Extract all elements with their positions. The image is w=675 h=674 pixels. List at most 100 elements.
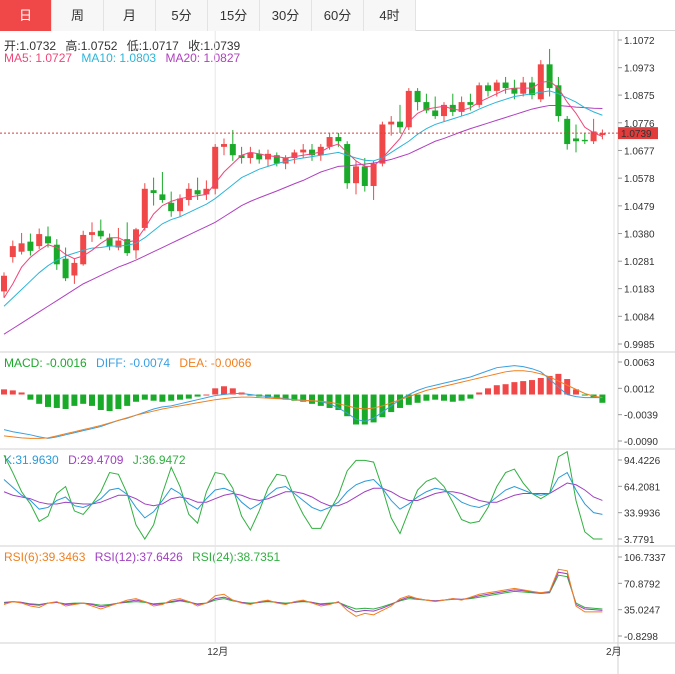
macd-bar: [309, 394, 315, 404]
macd-bar: [282, 394, 289, 400]
macd-bar: [581, 394, 588, 396]
macd-bar: [18, 392, 25, 395]
candle-body: [229, 144, 236, 156]
candle-body: [344, 144, 351, 184]
candle-body: [27, 241, 34, 251]
candle-body: [106, 237, 113, 247]
macd-axis-tick-label: 0.0063: [624, 358, 655, 369]
macd-bar: [573, 389, 579, 395]
candle-body: [423, 102, 430, 111]
candle-body: [168, 202, 175, 212]
candle-body: [414, 90, 421, 103]
tab-5min[interactable]: 5分: [156, 0, 208, 31]
candle-body: [581, 139, 588, 142]
legend-ma10: MA10: 1.0803: [81, 51, 157, 65]
legend-low: 低:1.0717: [126, 39, 179, 53]
legend-ma20: MA20: 1.0827: [165, 51, 241, 65]
macd-bar: [53, 394, 60, 408]
candle-body: [203, 188, 210, 195]
candle-body: [397, 121, 403, 128]
macd-axis-tick-label: 0.0012: [624, 384, 655, 395]
macd-bar: [185, 394, 192, 399]
legend-d: D:29.4709: [68, 453, 124, 467]
rsi-axis-tick-label: 35.0247: [624, 606, 661, 617]
candle-body: [97, 230, 104, 237]
tab-4hour[interactable]: 4时: [364, 0, 416, 31]
ma5-line: [3, 80, 603, 299]
candle-body: [89, 232, 95, 235]
macd-bar: [449, 394, 456, 402]
candle-body: [573, 138, 579, 142]
rsi-axis-tick-label: 106.7337: [624, 553, 666, 564]
candle-body: [124, 239, 131, 254]
candle-body: [467, 102, 474, 105]
macd-bar: [141, 394, 148, 400]
macd-bar: [300, 394, 307, 402]
tab-15min[interactable]: 15分: [208, 0, 260, 31]
chart-area[interactable]: 12月 2月 1.1072 1.0973 1.0875 1.0776 1.0677 1.057…: [0, 31, 675, 674]
tab-day[interactable]: 日: [0, 0, 52, 31]
candle-body: [529, 82, 535, 96]
macd-bar: [133, 394, 139, 402]
k-line: [3, 471, 603, 519]
macd-bar: [370, 394, 377, 423]
price-axis-tick-label: 1.0479: [624, 202, 655, 213]
candle-body: [379, 124, 386, 164]
rsi12-line: [3, 571, 603, 613]
candle-body: [282, 158, 289, 164]
macd-bar: [414, 394, 421, 403]
macd-bar: [555, 373, 562, 395]
rsi-axis-tick-label: 70.8792: [624, 579, 661, 590]
legend-close: 收:1.0739: [188, 39, 241, 53]
candle-body: [353, 166, 359, 184]
macd-bar: [529, 380, 535, 395]
candle-body: [564, 118, 571, 145]
candle-body: [599, 133, 606, 136]
macd-bar: [80, 394, 87, 404]
macd-legend: MACD: -0.0016 DIFF: -0.0074 DEA: -0.0066: [4, 356, 257, 370]
price-axis-tick-label: 1.0875: [624, 91, 655, 102]
macd-bar: [36, 394, 43, 404]
legend-open: 开:1.0732: [4, 39, 57, 53]
legend-rsi12: RSI(12):37.6426: [94, 550, 183, 564]
legend-j: J:36.9472: [132, 453, 186, 467]
candle-body: [265, 153, 271, 160]
macd-bar: [27, 394, 34, 400]
ma-legend: MA5: 1.0727 MA10: 1.0803 MA20: 1.0827: [4, 51, 246, 65]
price-axis-tick-label: 1.0973: [624, 64, 655, 75]
macd-bar: [397, 394, 403, 408]
candle-body: [449, 104, 456, 112]
price-axis-tick-label: 0.9985: [624, 340, 655, 351]
macd-bar: [423, 394, 430, 401]
macd-bar: [97, 394, 104, 411]
candle-body: [45, 236, 51, 244]
candle-body: [485, 85, 491, 91]
candle-body: [317, 146, 324, 156]
candle-body: [291, 152, 298, 159]
tab-week[interactable]: 周: [52, 0, 104, 31]
macd-bar: [353, 394, 359, 425]
macd-bar: [177, 394, 183, 400]
candle-body: [326, 137, 333, 147]
tab-month[interactable]: 月: [104, 0, 156, 31]
candle-body: [300, 149, 307, 153]
candle-body: [590, 131, 597, 142]
candle-body: [388, 121, 395, 125]
macd-axis-tick-label: -0.0090: [624, 437, 658, 448]
tab-60min[interactable]: 60分: [312, 0, 364, 31]
macd-bar: [326, 394, 333, 408]
macd-bar: [467, 394, 474, 399]
macd-bar: [62, 394, 69, 409]
candle-body: [141, 188, 148, 228]
macd-bar: [335, 394, 342, 411]
candle-body: [370, 163, 377, 186]
tab-30min[interactable]: 30分: [260, 0, 312, 31]
candle-body: [458, 102, 465, 112]
macd-bar: [441, 394, 447, 401]
candle-body: [185, 188, 192, 200]
candle-body: [476, 85, 483, 105]
candle-body: [221, 144, 227, 147]
macd-bar: [221, 386, 227, 395]
last-price-label: 1.0739: [621, 129, 652, 140]
candle-body: [150, 190, 157, 193]
